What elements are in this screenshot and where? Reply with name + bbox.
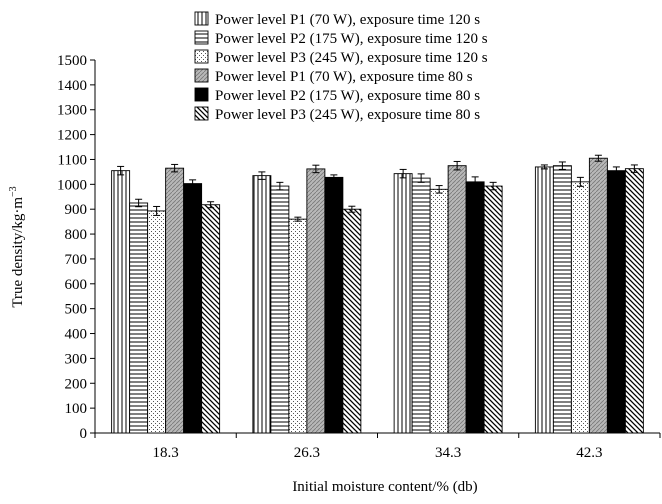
legend-label: Power level P3 (245 W), exposure time 12… bbox=[215, 50, 488, 66]
bar bbox=[147, 210, 167, 434]
bar bbox=[393, 173, 413, 434]
bar bbox=[624, 168, 644, 434]
bar bbox=[324, 176, 344, 434]
legend-swatch bbox=[194, 87, 209, 102]
bar bbox=[588, 157, 608, 434]
y-axis: 0 100 200 300 400 500 600 700 800 900 1000 1100 1200… bbox=[57, 53, 96, 442]
y-axis-label-superscript: −3 bbox=[8, 186, 19, 197]
legend-label: Power level P2 (175 W), exposure time 12… bbox=[215, 31, 488, 47]
y-tick-label: 800 bbox=[65, 227, 88, 243]
y-tick-label: 1200 bbox=[57, 128, 87, 144]
bar bbox=[411, 177, 431, 434]
x-tick-label: 42.3 bbox=[576, 445, 602, 461]
bar bbox=[570, 181, 590, 434]
bar bbox=[465, 181, 485, 434]
x-axis: 18.3 26.3 34.3 42.3 bbox=[94, 432, 661, 461]
x-tick-label: 34.3 bbox=[435, 445, 461, 461]
legend-swatch bbox=[194, 68, 209, 83]
legend-swatch bbox=[194, 106, 209, 121]
legend-swatch bbox=[194, 11, 209, 26]
bar bbox=[165, 167, 185, 434]
y-tick-label: 1000 bbox=[57, 177, 87, 193]
legend-label: Power level P1 (70 W), exposure time 80 … bbox=[215, 69, 473, 85]
bar bbox=[288, 218, 308, 434]
legend-swatch bbox=[194, 49, 209, 64]
legend-label: Power level P3 (245 W), exposure time 80… bbox=[215, 107, 480, 123]
y-tick-label: 1400 bbox=[57, 78, 87, 94]
bar bbox=[252, 175, 272, 434]
x-tick-label: 26.3 bbox=[294, 445, 320, 461]
bar bbox=[429, 188, 449, 434]
bar bbox=[534, 166, 554, 434]
y-tick-label: 200 bbox=[65, 376, 88, 392]
y-tick-label: 1500 bbox=[57, 53, 87, 69]
legend-swatch bbox=[194, 30, 209, 45]
bar bbox=[183, 183, 203, 434]
bar bbox=[483, 185, 503, 434]
y-axis-label: True density/kg·m−3 bbox=[8, 186, 26, 307]
y-tick-label: 300 bbox=[65, 351, 88, 367]
legend-label: Power level P2 (175 W), exposure time 80… bbox=[215, 88, 480, 104]
y-tick-label: 600 bbox=[65, 277, 88, 293]
x-axis-label: Initial moisture content/% (db) bbox=[292, 479, 477, 495]
y-tick-label: 500 bbox=[65, 302, 88, 318]
y-tick-label: 900 bbox=[65, 202, 88, 218]
bar bbox=[606, 170, 626, 434]
chart-legend: Power level P1 (70 W), exposure time 120… bbox=[194, 11, 488, 123]
y-tick-label: 1100 bbox=[58, 152, 87, 168]
x-tick-label: 18.3 bbox=[153, 445, 179, 461]
bar bbox=[111, 170, 131, 434]
bar bbox=[129, 202, 149, 434]
y-tick-label: 400 bbox=[65, 327, 88, 343]
y-tick-label: 700 bbox=[65, 252, 88, 268]
y-tick-label: 1300 bbox=[57, 103, 87, 119]
bars-group bbox=[111, 154, 644, 434]
bar bbox=[201, 204, 221, 434]
bar bbox=[306, 168, 326, 434]
bar bbox=[270, 185, 290, 434]
bar bbox=[552, 165, 572, 434]
y-tick-label: 0 bbox=[80, 426, 88, 442]
bar bbox=[342, 208, 362, 434]
bar bbox=[447, 165, 467, 434]
legend-label: Power level P1 (70 W), exposure time 120… bbox=[215, 12, 480, 28]
y-tick-label: 100 bbox=[65, 401, 88, 417]
